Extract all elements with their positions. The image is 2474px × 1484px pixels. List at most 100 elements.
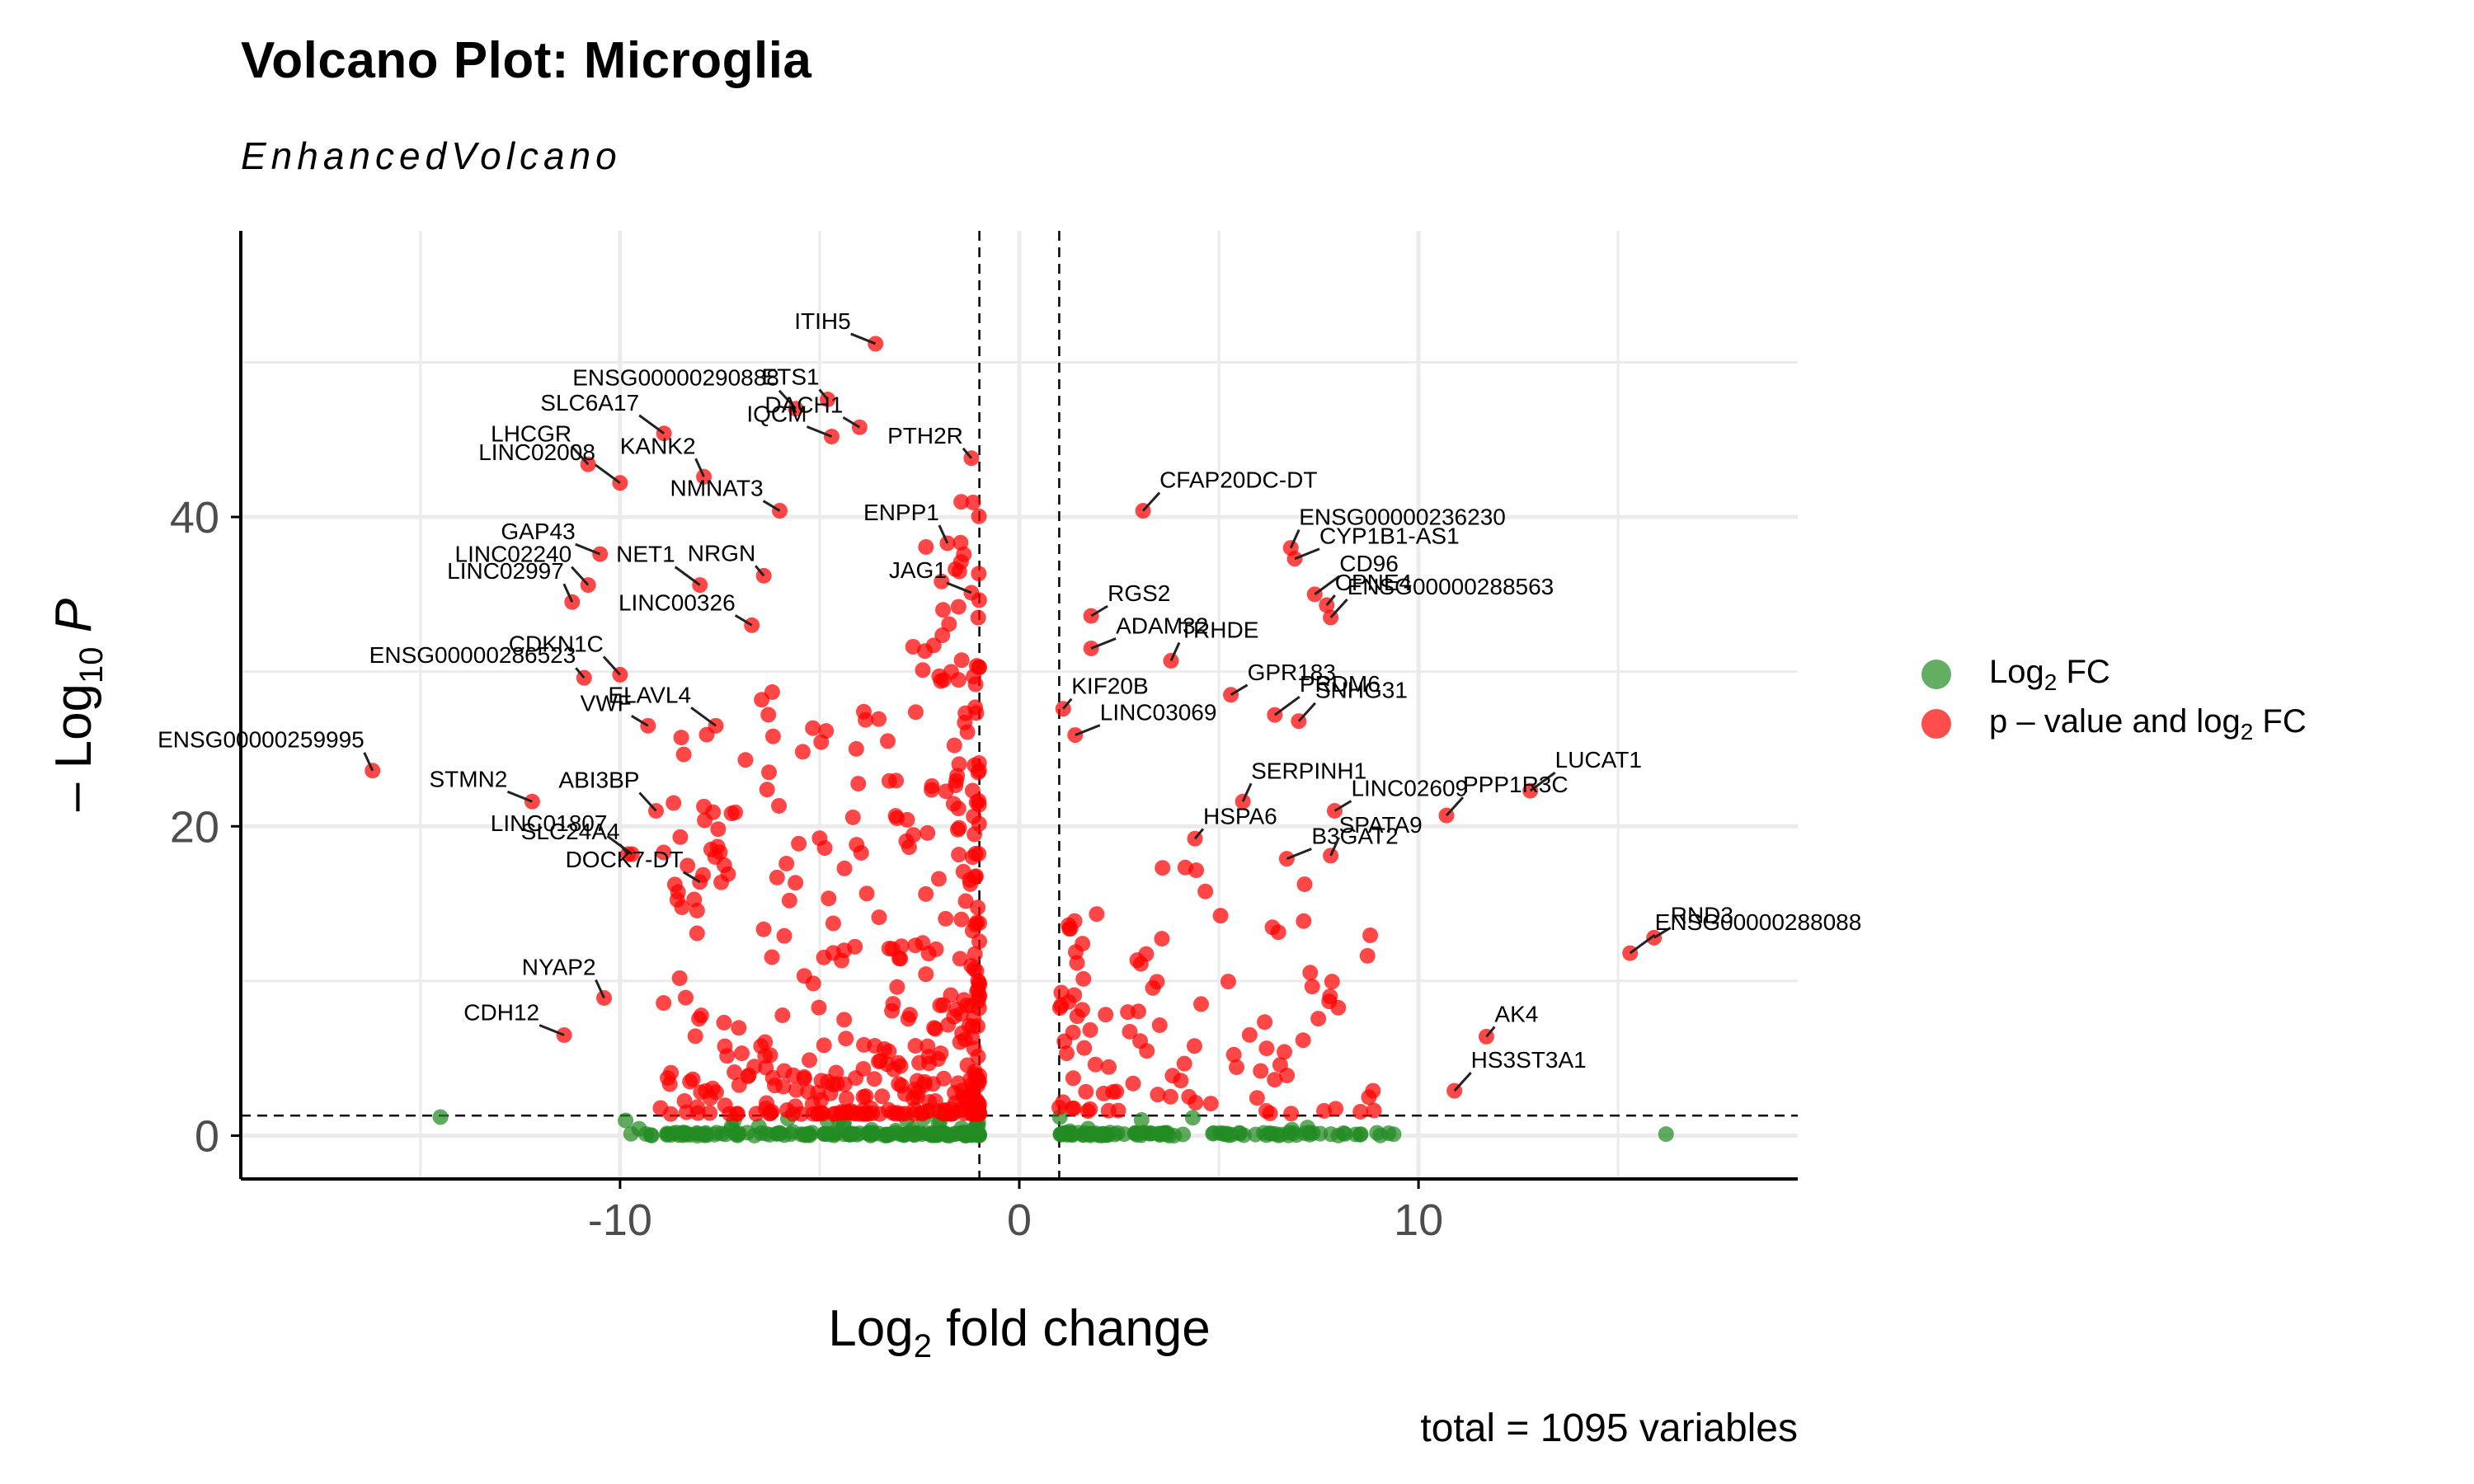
sig-point — [656, 995, 672, 1012]
sig-point — [1304, 979, 1320, 995]
sig-point — [901, 839, 917, 856]
label-connector — [1294, 547, 1320, 561]
sig-point — [951, 847, 967, 863]
point-label: HS3ST3A1 — [1471, 1047, 1587, 1073]
ns-point — [818, 1125, 835, 1142]
sig-point — [866, 1071, 882, 1087]
ns-point — [642, 1127, 659, 1144]
ns-point — [897, 1126, 914, 1143]
sig-point — [936, 1106, 952, 1122]
sig-point — [909, 1073, 925, 1089]
sig-point — [760, 707, 777, 723]
label-connector — [850, 332, 877, 345]
sig-point — [689, 1105, 706, 1121]
sig-point — [1225, 1046, 1242, 1063]
sig-point — [1074, 1002, 1090, 1018]
sig-point — [675, 746, 692, 763]
sig-point — [918, 885, 934, 902]
label-connector — [1333, 800, 1352, 812]
sig-point — [951, 563, 967, 580]
sig-point — [1366, 1102, 1382, 1119]
sig-point — [971, 846, 987, 862]
sig-point — [847, 938, 863, 955]
sig-point — [722, 1106, 738, 1122]
label-connector — [638, 414, 666, 434]
point-label: LINC00326 — [618, 589, 736, 615]
label-connector — [1193, 828, 1205, 840]
point-label: LINC02609 — [1351, 776, 1468, 801]
x-tick-label: 10 — [1394, 1195, 1443, 1245]
sig-point — [850, 776, 867, 792]
ns-point — [1369, 1125, 1385, 1141]
sig-point — [836, 1012, 853, 1028]
sig-point — [892, 1058, 909, 1074]
sig-point — [1154, 931, 1170, 947]
sig-point — [952, 534, 969, 551]
ns-point — [1133, 1112, 1150, 1129]
label-connector — [1453, 1072, 1472, 1092]
label-connector — [595, 979, 605, 999]
sig-point — [1361, 1089, 1377, 1106]
sig-point — [656, 844, 672, 861]
sig-point — [893, 1078, 910, 1094]
label-connector — [1329, 598, 1348, 619]
ns-point — [1299, 1120, 1315, 1136]
sig-point — [888, 773, 905, 789]
point-label: CD96 — [1339, 551, 1399, 576]
sig-point — [716, 1014, 732, 1031]
label-connector — [1062, 697, 1073, 710]
point-label: LINC02240 — [455, 542, 572, 567]
sig-point — [1100, 1102, 1117, 1119]
sig-point — [825, 915, 841, 932]
sig-point — [666, 795, 682, 811]
sig-point — [1065, 1100, 1082, 1116]
point-label: SLC6A17 — [540, 390, 639, 416]
legend-label-sig: p – value and log2 FC — [1989, 702, 2307, 744]
sig-point — [968, 963, 985, 979]
sig-point — [833, 952, 849, 969]
sig-point — [1151, 1017, 1168, 1034]
point-label: ELAVL4 — [608, 682, 691, 707]
sig-point — [952, 951, 968, 967]
sig-point — [964, 1086, 981, 1102]
sig-point — [677, 989, 694, 1006]
sig-point — [900, 1011, 916, 1027]
point-label: GAP43 — [501, 519, 575, 544]
ns-point — [1134, 1125, 1150, 1141]
sig-point — [951, 756, 967, 773]
sig-point — [678, 1104, 694, 1120]
point-label: LINC01807 — [491, 810, 608, 836]
label-connector — [674, 566, 701, 586]
label-connector — [1241, 782, 1253, 802]
sig-point — [950, 1075, 967, 1092]
point-label: ENSG00000236230 — [1299, 505, 1506, 530]
label-connector — [539, 1024, 565, 1036]
label-connector — [1653, 927, 1672, 939]
sig-point — [1075, 970, 1092, 987]
legend: Log2 FC p – value and log2 FC — [1921, 650, 2307, 749]
point-label: NMNAT3 — [670, 476, 763, 501]
label-connector — [755, 565, 765, 577]
sig-point — [1229, 1059, 1245, 1076]
sig-point — [1322, 989, 1338, 1005]
sig-point — [1283, 1106, 1300, 1122]
sig-point — [970, 764, 986, 781]
chart-title: Volcano Plot: Microglia — [241, 32, 812, 89]
sig-point — [702, 1105, 718, 1121]
sig-point — [874, 1088, 891, 1105]
sig-point — [967, 676, 984, 693]
sig-point — [816, 1037, 832, 1054]
label-connector — [1090, 637, 1117, 650]
point-label: SNHG31 — [1315, 678, 1408, 703]
sig-point — [1150, 1087, 1166, 1103]
point-label: SERPINH1 — [1251, 758, 1366, 783]
sig-point — [778, 855, 795, 871]
point-label: CYP1B1-AS1 — [1319, 524, 1460, 549]
sig-point — [1295, 1032, 1311, 1049]
sig-point — [920, 1103, 936, 1120]
sig-point — [917, 643, 934, 660]
ns-point — [1054, 1126, 1070, 1143]
label-connector — [1090, 604, 1108, 618]
sig-point — [771, 797, 788, 814]
